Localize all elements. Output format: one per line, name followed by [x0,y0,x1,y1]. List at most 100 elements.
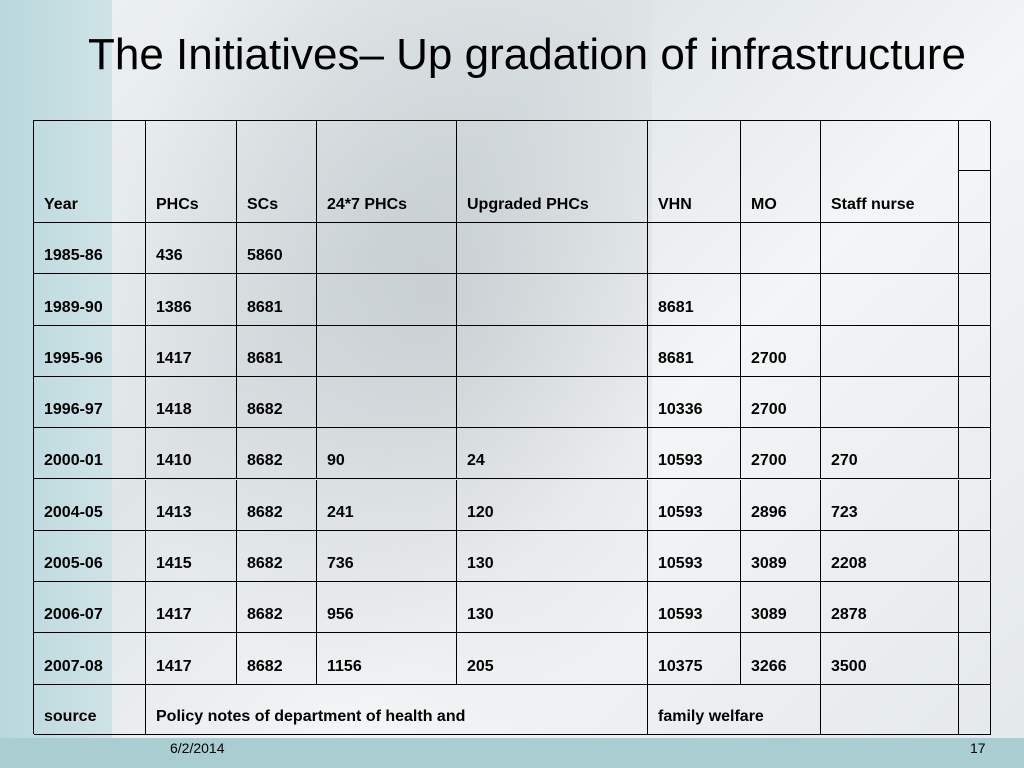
table-cell: 2004-05 [34,479,146,531]
table-cell: 1996-97 [34,376,146,429]
empty-cell [959,633,991,685]
table-cell: 8682 [237,530,317,583]
slide-title: The Initiatives– Up gradation of infrast… [88,30,967,79]
table-cell [457,223,648,275]
table-cell: 1386 [146,274,237,326]
table-cell: 3089 [741,582,821,634]
table-cell: 2005-06 [34,530,146,583]
table-cell: 90 [317,428,457,480]
table-cell: 5860 [237,223,317,275]
empty-cell [959,530,991,583]
table-cell: 8682 [237,428,317,480]
table-cell: 8682 [237,479,317,531]
empty-cell [959,223,991,275]
table-cell: 1413 [146,479,237,531]
table-cell: 8682 [237,376,317,429]
table-cell: 10593 [648,582,741,634]
table-cell: 1418 [146,376,237,429]
header-cell: VHN [648,121,741,223]
source-note: family welfare [648,684,821,735]
empty-cell [959,121,991,171]
table-cell [317,376,457,429]
header-cell: Staff nurse [821,121,959,223]
table-cell: 2000-01 [34,428,146,480]
table-cell: 8681 [648,274,741,326]
table-cell: 10336 [648,376,741,429]
empty-cell [959,325,991,377]
empty-cell [959,376,991,429]
table-cell: 205 [457,633,648,685]
header-cell: MO [741,121,821,223]
table-cell: 130 [457,530,648,583]
table-cell: 723 [821,479,959,531]
header-cell: Upgraded PHCs [457,121,648,223]
table-cell: 8682 [237,633,317,685]
table-cell [821,223,959,275]
left-band [0,0,112,738]
table-cell: 1989-90 [34,274,146,326]
table-cell [648,223,741,275]
table-cell: 736 [317,530,457,583]
page-number: 17 [970,740,986,756]
table-cell: 436 [146,223,237,275]
source-label: source [34,684,146,735]
table-cell: 1417 [146,633,237,685]
table-cell: 8681 [648,325,741,377]
empty-cell [821,684,959,735]
table-cell: 2006-07 [34,582,146,634]
table-cell: 3500 [821,633,959,685]
header-cell: SCs [237,121,317,223]
table-cell: 1156 [317,633,457,685]
table-cell [821,274,959,326]
empty-cell [959,684,991,735]
table-cell [457,376,648,429]
background-photo [112,0,652,738]
source-note: Policy notes of department of health and [146,684,648,735]
header-cell: 24*7 PHCs [317,121,457,223]
table-cell [821,325,959,377]
table-cell: 270 [821,428,959,480]
table-cell: 2007-08 [34,633,146,685]
table-cell [741,223,821,275]
table-cell: 1415 [146,530,237,583]
table-cell [317,274,457,326]
table-cell [317,325,457,377]
table-cell [741,274,821,326]
table-cell: 24 [457,428,648,480]
table-cell [317,223,457,275]
data-table: Year PHCs SCs 24*7 PHCs Upgraded PHCs VHN MO St… [33,120,991,735]
empty-cell [959,171,991,223]
table-cell: 3089 [741,530,821,583]
table-cell: 10375 [648,633,741,685]
table-cell [457,325,648,377]
footer-date: 6/2/2014 [170,740,225,756]
empty-cell [959,428,991,480]
table-cell: 2700 [741,428,821,480]
table-cell: 2700 [741,376,821,429]
table-cell: 130 [457,582,648,634]
table-cell [457,274,648,326]
table-cell: 2896 [741,479,821,531]
empty-cell [959,582,991,634]
table-cell: 1417 [146,325,237,377]
table-cell: 241 [317,479,457,531]
table-cell: 2700 [741,325,821,377]
table-cell: 10593 [648,479,741,531]
table-cell: 120 [457,479,648,531]
table-cell: 1985-86 [34,223,146,275]
table-cell: 956 [317,582,457,634]
table-cell: 1410 [146,428,237,480]
table-cell: 10593 [648,428,741,480]
table-cell: 10593 [648,530,741,583]
header-cell: PHCs [146,121,237,223]
table-cell: 1995-96 [34,325,146,377]
table-cell [821,376,959,429]
table-cell: 2208 [821,530,959,583]
table-cell: 8681 [237,325,317,377]
table-cell: 2878 [821,582,959,634]
header-cell: Year [34,121,146,223]
empty-cell [959,274,991,326]
empty-cell [959,479,991,531]
table-cell: 3266 [741,633,821,685]
